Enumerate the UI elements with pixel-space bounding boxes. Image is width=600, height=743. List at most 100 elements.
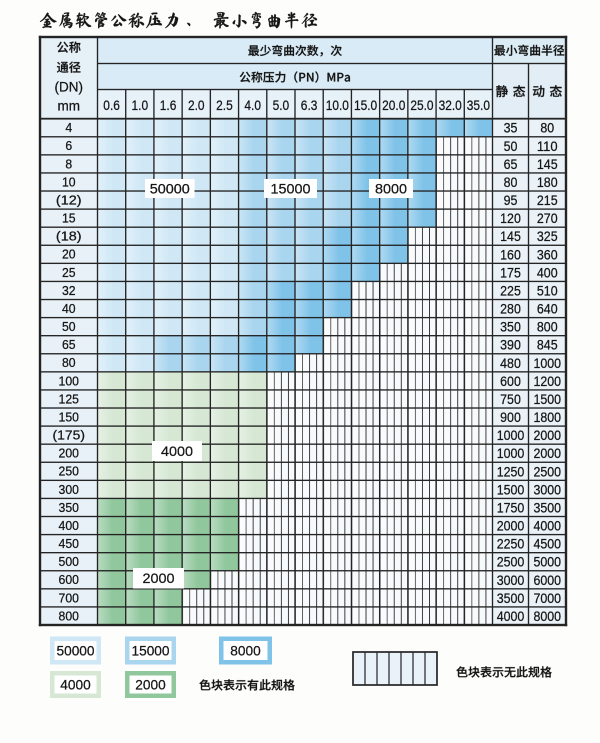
svg-text:5.0: 5.0 [273,97,290,113]
svg-text:80: 80 [62,356,76,370]
svg-text:10: 10 [62,175,76,189]
svg-text:3500: 3500 [533,499,561,515]
svg-text:845: 845 [537,337,558,353]
svg-text:25.0: 25.0 [410,97,433,113]
svg-text:2500: 2500 [533,463,561,479]
svg-text:600: 600 [500,373,521,389]
svg-text:450: 450 [59,537,79,551]
svg-text:150: 150 [59,410,79,424]
svg-text:3000: 3000 [497,572,525,588]
svg-text:400: 400 [537,264,558,280]
svg-text:1200: 1200 [533,373,561,389]
svg-text:15000: 15000 [271,180,311,196]
svg-text:100: 100 [59,374,79,388]
svg-text:4.0: 4.0 [244,97,261,113]
svg-text:600: 600 [59,573,79,587]
svg-text:2000: 2000 [143,570,175,586]
svg-text:4500: 4500 [533,536,561,552]
svg-text:1000: 1000 [497,427,525,443]
svg-text:325: 325 [537,228,558,244]
svg-text:2000: 2000 [135,678,166,694]
svg-text:35: 35 [504,120,518,136]
svg-text:0.6: 0.6 [103,97,120,113]
svg-text:8000: 8000 [533,608,561,624]
svg-text:3500: 3500 [497,590,525,606]
svg-text:750: 750 [500,391,521,407]
svg-text:95: 95 [504,192,518,208]
svg-text:160: 160 [500,246,521,262]
svg-text:25: 25 [62,266,76,280]
svg-text:2000: 2000 [533,427,561,443]
svg-text:4000: 4000 [533,518,561,534]
svg-text:4: 4 [65,121,72,135]
svg-text:390: 390 [500,337,521,353]
svg-text:4000: 4000 [497,608,525,624]
svg-text:10.0: 10.0 [326,97,349,113]
svg-text:400: 400 [59,519,79,533]
svg-text:mm: mm [58,99,81,114]
svg-text:7000: 7000 [533,590,561,606]
svg-text:2.0: 2.0 [188,97,205,113]
svg-text:2000: 2000 [497,518,525,534]
svg-text:350: 350 [59,501,79,515]
svg-text:1.6: 1.6 [160,97,177,113]
svg-text:8000: 8000 [230,644,261,660]
svg-text:8: 8 [65,157,72,171]
svg-text:280: 280 [500,301,521,317]
svg-text:(DN): (DN) [55,80,84,95]
svg-text:50000: 50000 [57,644,95,660]
svg-text:1750: 1750 [497,499,525,515]
svg-text:700: 700 [59,591,79,605]
svg-text:2250: 2250 [497,536,525,552]
svg-text:640: 640 [537,301,558,317]
svg-text:6.3: 6.3 [301,97,318,113]
svg-text:65: 65 [504,156,518,172]
svg-text:1800: 1800 [533,409,561,425]
svg-text:125: 125 [59,392,79,406]
svg-text:250: 250 [59,465,79,479]
svg-text:120: 120 [500,210,521,226]
svg-text:800: 800 [537,319,558,335]
svg-text:20.0: 20.0 [382,97,405,113]
svg-text:800: 800 [59,609,79,623]
svg-text:80: 80 [540,120,554,136]
svg-text:500: 500 [59,555,79,569]
svg-text:(12): (12) [56,193,82,207]
svg-text:4000: 4000 [161,443,193,459]
svg-text:1.0: 1.0 [132,97,149,113]
svg-text:15: 15 [62,212,76,226]
svg-text:15000: 15000 [132,644,170,660]
svg-text:50000: 50000 [150,180,190,196]
svg-text:(175): (175) [53,429,85,443]
svg-text:1500: 1500 [533,391,561,407]
svg-text:180: 180 [537,174,558,190]
svg-text:5000: 5000 [533,554,561,570]
svg-text:4000: 4000 [60,678,91,694]
svg-text:510: 510 [537,282,558,298]
svg-text:900: 900 [500,409,521,425]
svg-text:6000: 6000 [533,572,561,588]
svg-text:145: 145 [500,228,521,244]
svg-text:32.0: 32.0 [439,97,462,113]
svg-text:175: 175 [500,264,521,280]
svg-text:2500: 2500 [497,554,525,570]
svg-text:8000: 8000 [375,180,407,196]
svg-text:480: 480 [500,355,521,371]
svg-text:300: 300 [59,483,79,497]
svg-text:20: 20 [62,248,76,262]
svg-text:1250: 1250 [497,463,525,479]
svg-text:270: 270 [537,210,558,226]
svg-text:6: 6 [65,139,72,153]
svg-text:200: 200 [59,447,79,461]
svg-text:50: 50 [62,320,76,334]
svg-text:32: 32 [62,284,76,298]
svg-text:110: 110 [537,138,558,154]
svg-text:145: 145 [537,156,558,172]
svg-text:225: 225 [500,282,521,298]
svg-text:1000: 1000 [497,445,525,461]
svg-text:40: 40 [62,302,76,316]
svg-text:1000: 1000 [533,355,561,371]
svg-text:2000: 2000 [533,445,561,461]
svg-text:15.0: 15.0 [354,97,377,113]
svg-text:215: 215 [537,192,558,208]
